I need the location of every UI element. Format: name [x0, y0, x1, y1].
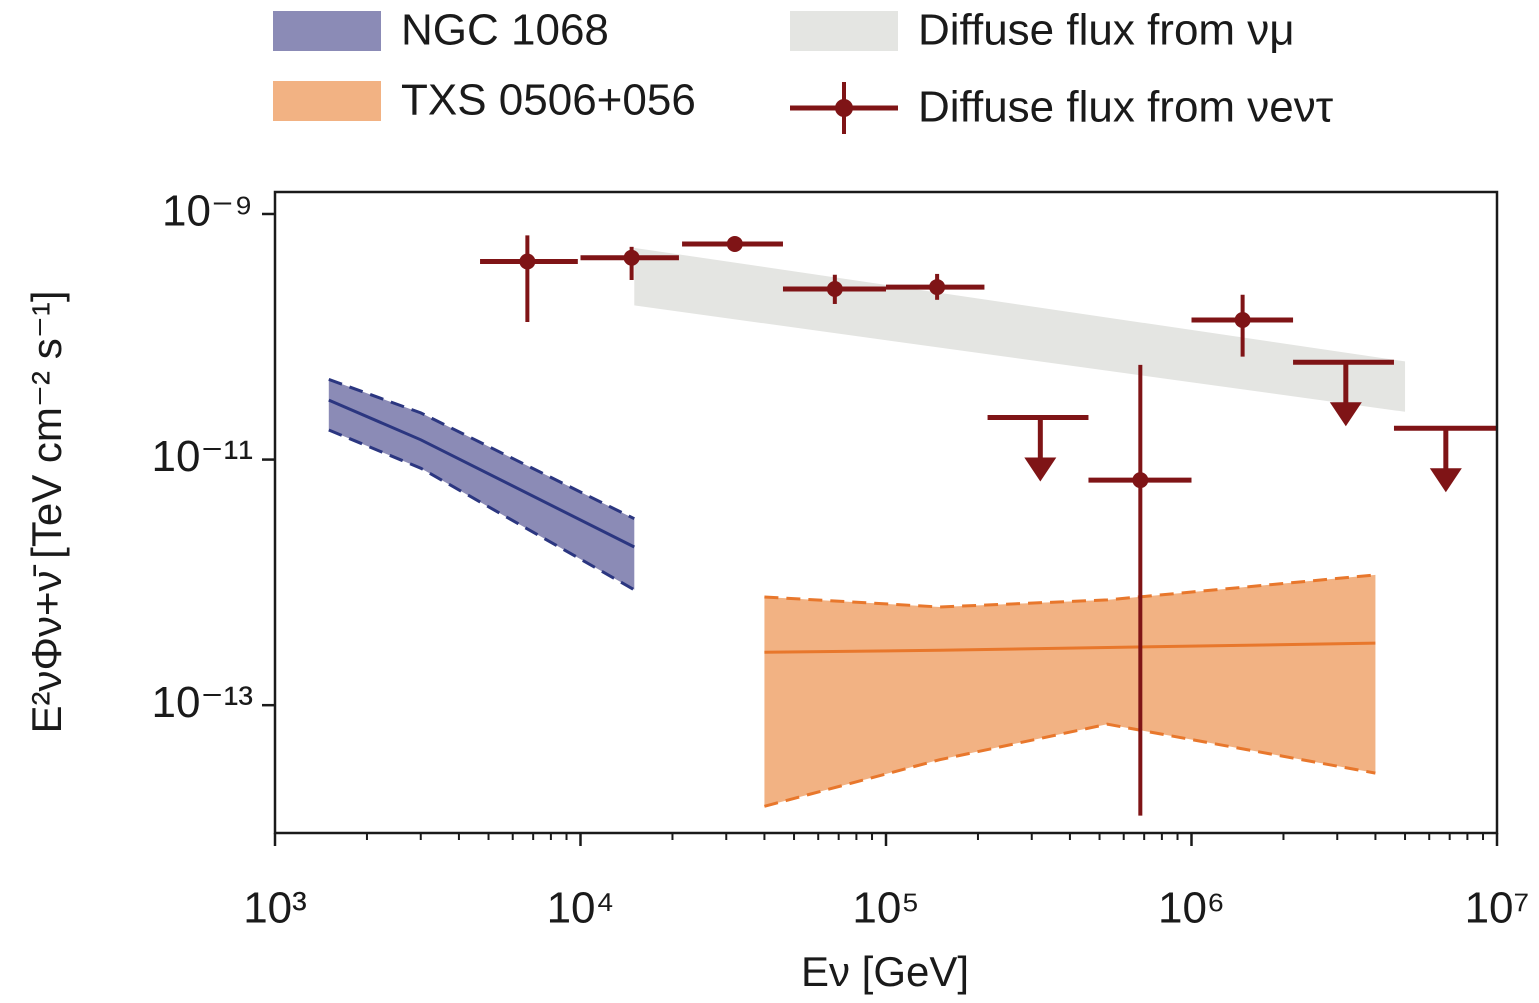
y-axis-label: E²νΦν+ν̄ [TeV cm⁻² s⁻¹] [23, 290, 70, 733]
band-fill [634, 247, 1406, 412]
band-center [328, 398, 635, 549]
y-tick-label: 10⁻¹³ [152, 678, 253, 727]
point [826, 280, 843, 297]
x-tick-label: 10⁷ [1465, 884, 1530, 933]
legend-label: Diffuse flux from νμ [918, 6, 1295, 55]
point [1234, 311, 1251, 328]
y-tick-label: 10⁻¹¹ [152, 432, 253, 481]
legend-swatch [273, 81, 381, 121]
point [929, 279, 946, 296]
limit-arrow [1329, 402, 1362, 427]
band-fill [328, 379, 635, 590]
band-fill [764, 574, 1376, 807]
band-edge [328, 377, 635, 521]
x-axis-label: Eν [GeV] [801, 948, 969, 995]
plot-area [328, 235, 1497, 816]
x-tick-label: 10⁴ [547, 884, 615, 933]
point [519, 253, 536, 270]
legend-label: TXS 0506+056 [401, 76, 696, 125]
point [726, 235, 743, 252]
x-tick-label: 10⁵ [852, 884, 919, 933]
plot-frame [273, 190, 1499, 835]
legend-swatch [790, 11, 898, 51]
limit-arrow [1429, 468, 1462, 493]
band-edge [764, 722, 1376, 808]
x-tick-label: 10³ [243, 884, 307, 933]
legend-label: Diffuse flux from νeντ [918, 83, 1334, 132]
x-tick-label: 10⁶ [1158, 884, 1225, 933]
y-tick-label: 10⁻⁹ [162, 187, 253, 236]
point [1132, 472, 1149, 489]
legend-label: NGC 1068 [401, 6, 609, 55]
point [623, 249, 640, 266]
legend-swatch [273, 11, 381, 51]
limit-arrow [1024, 457, 1057, 482]
band-edge [328, 428, 636, 592]
band-center [764, 641, 1376, 654]
legend-swatch-dot [835, 99, 853, 117]
